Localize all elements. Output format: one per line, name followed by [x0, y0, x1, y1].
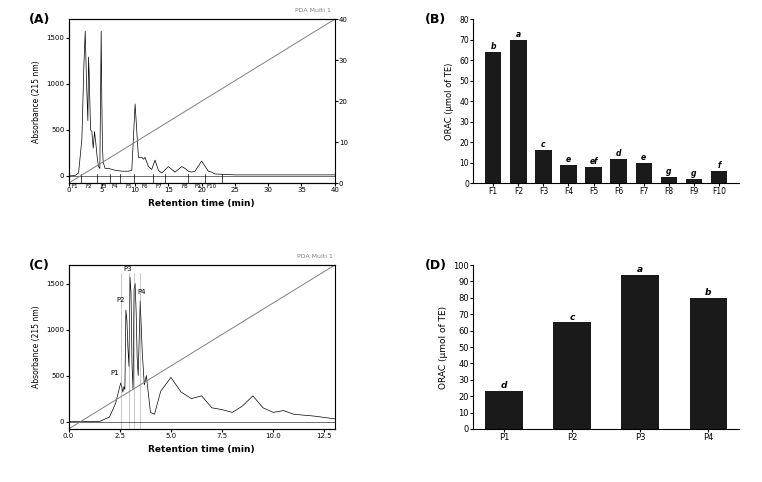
Y-axis label: ORAC (μmol of TE): ORAC (μmol of TE): [444, 63, 453, 140]
Text: F10: F10: [207, 184, 216, 189]
Text: a: a: [516, 30, 521, 39]
Bar: [560, 165, 577, 183]
Text: (C): (C): [29, 258, 50, 271]
Text: F5: F5: [125, 184, 132, 189]
Bar: [585, 167, 602, 183]
Text: f: f: [717, 161, 721, 170]
Text: g: g: [691, 169, 696, 178]
Y-axis label: ORAC (μmol of TE): ORAC (μmol of TE): [439, 306, 447, 388]
Text: F7: F7: [155, 184, 162, 189]
Text: (D): (D): [425, 258, 447, 271]
Text: c: c: [569, 313, 575, 321]
Text: P1: P1: [110, 370, 119, 375]
Text: F6: F6: [142, 184, 149, 189]
Bar: [622, 275, 659, 429]
Text: ef: ef: [589, 157, 598, 166]
Text: F8: F8: [181, 184, 188, 189]
Y-axis label: Absorbance (215 nm): Absorbance (215 nm): [32, 60, 41, 143]
Text: PDA Multi 1: PDA Multi 1: [296, 254, 333, 259]
Bar: [690, 298, 727, 429]
Text: P3: P3: [123, 267, 133, 272]
Text: F9: F9: [195, 184, 202, 189]
Text: P4: P4: [138, 290, 146, 295]
Text: P2: P2: [117, 297, 125, 303]
Text: d: d: [616, 148, 621, 158]
Text: PDA Multi 1: PDA Multi 1: [296, 8, 331, 13]
Text: (B): (B): [425, 13, 447, 26]
Bar: [711, 171, 727, 183]
X-axis label: Retention time (min): Retention time (min): [149, 445, 255, 454]
Text: e: e: [641, 153, 646, 161]
Text: g: g: [666, 167, 671, 176]
Text: F3: F3: [101, 184, 107, 189]
Bar: [485, 52, 501, 183]
Text: a: a: [637, 265, 643, 274]
Text: F1: F1: [72, 184, 78, 189]
Bar: [661, 177, 677, 183]
Text: e: e: [566, 155, 571, 164]
Bar: [511, 40, 527, 183]
Y-axis label: Absorbance (215 nm): Absorbance (215 nm): [32, 306, 41, 388]
Bar: [610, 159, 627, 183]
Bar: [485, 391, 523, 429]
Text: F2: F2: [85, 184, 92, 189]
Text: b: b: [705, 288, 712, 297]
Text: (A): (A): [29, 13, 50, 26]
Bar: [636, 163, 652, 183]
Text: b: b: [491, 42, 496, 51]
Text: c: c: [541, 140, 546, 149]
X-axis label: Retention time (min): Retention time (min): [149, 199, 255, 208]
Bar: [686, 179, 702, 183]
Bar: [535, 150, 552, 183]
Text: F4: F4: [112, 184, 118, 189]
Text: d: d: [501, 381, 507, 390]
Bar: [553, 322, 591, 429]
